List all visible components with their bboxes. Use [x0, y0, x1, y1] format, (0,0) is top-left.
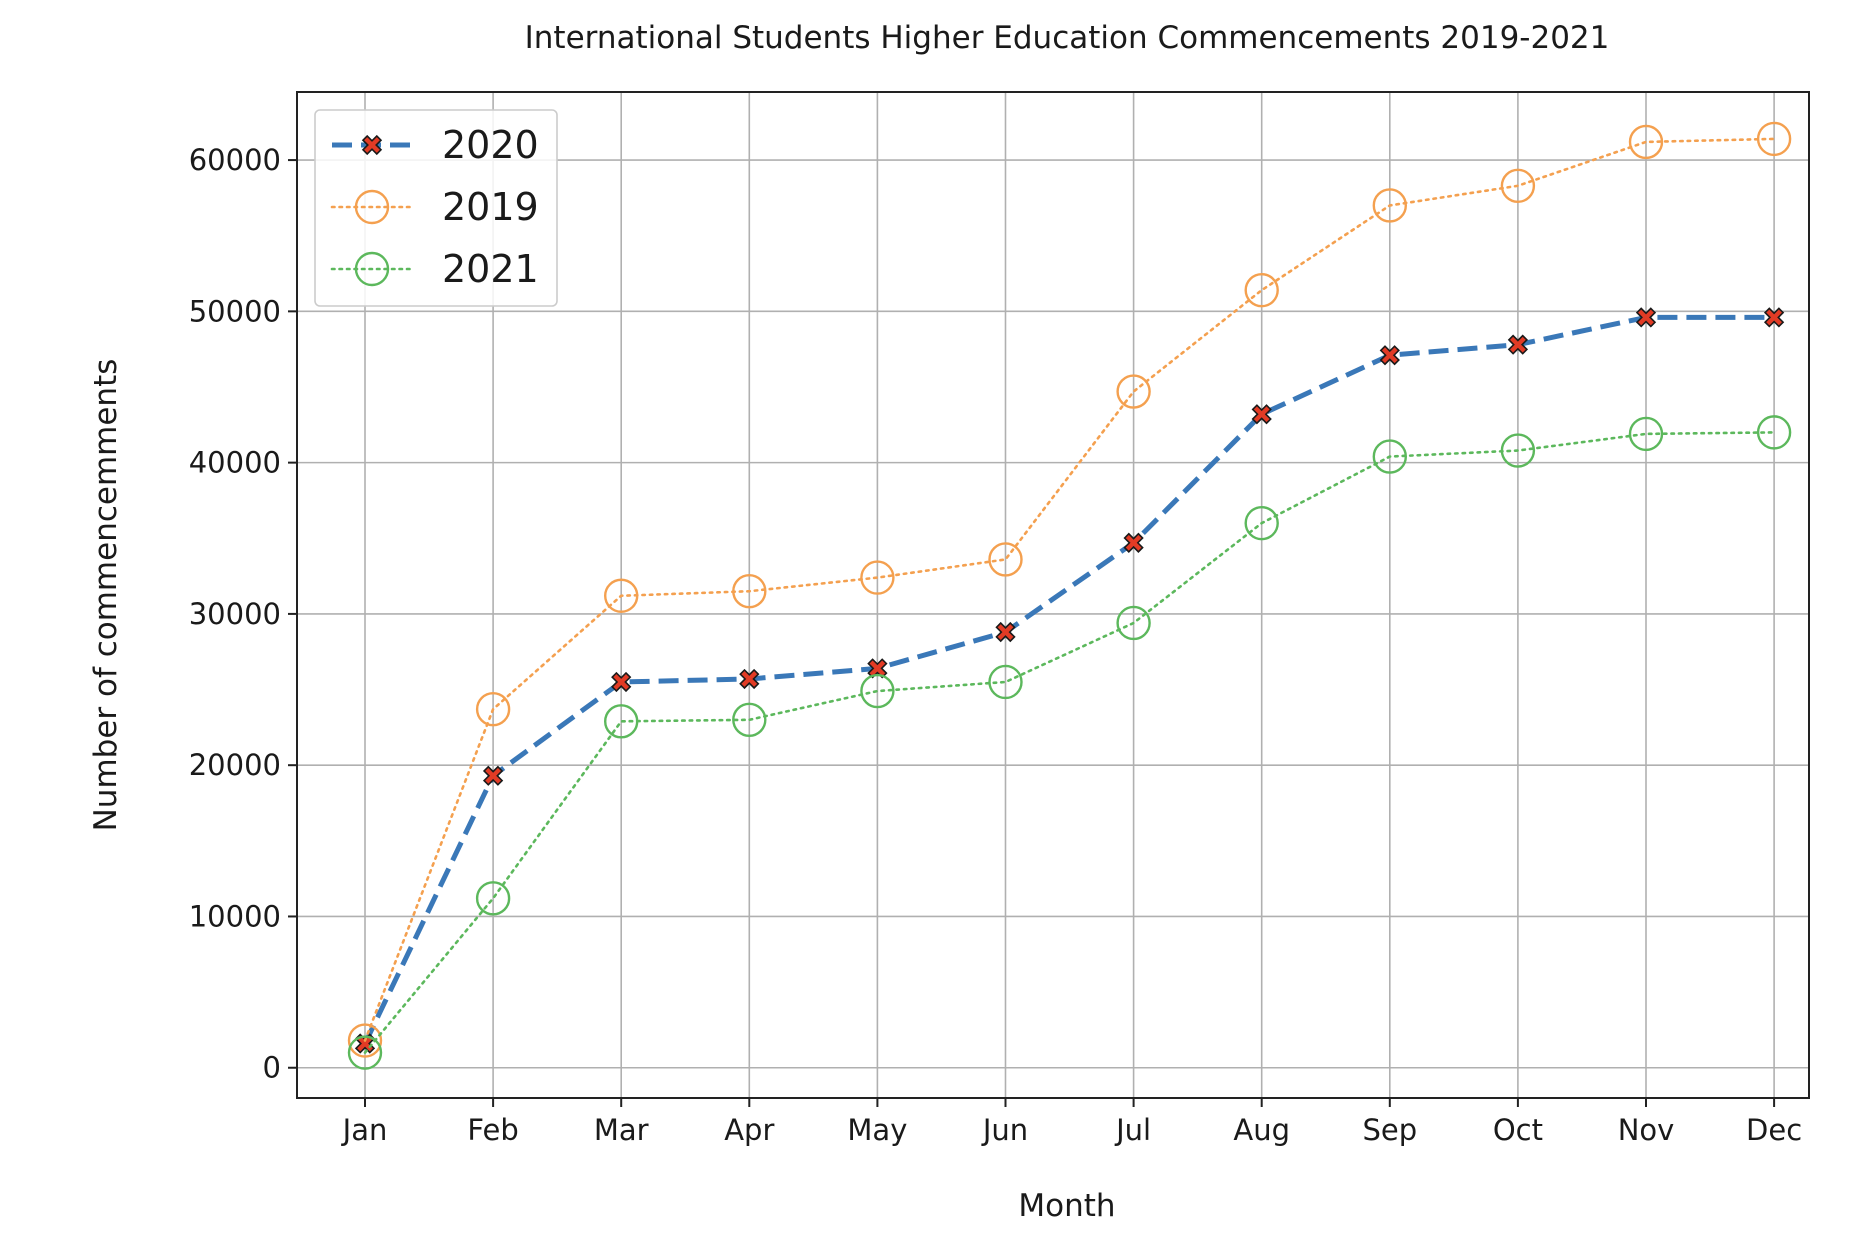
y-tick-label: 0	[263, 1051, 281, 1085]
point-2019	[732, 574, 767, 609]
x-tick-label: Dec	[1746, 1113, 1802, 1147]
x-tick-label: Apr	[724, 1113, 774, 1147]
point-2021	[732, 702, 767, 738]
series-line-2021	[363, 431, 1776, 1054]
series-line-2020	[362, 314, 1775, 1045]
point-2019	[604, 578, 639, 613]
point-2020	[995, 621, 1016, 643]
point-2021	[1244, 505, 1279, 541]
legend-marker-2021	[354, 251, 390, 287]
legend-marker-2019	[354, 189, 390, 225]
point-2019	[1116, 374, 1151, 409]
point-2021	[988, 664, 1023, 700]
legend-marker-2020	[361, 134, 383, 156]
legend: 2020 2019 2021	[314, 109, 558, 307]
point-2020	[1507, 334, 1529, 355]
y-axis-ticks: 0 10000 20000 30000 40000 50000 60000	[189, 143, 297, 1085]
plot-frame	[296, 91, 1810, 1099]
x-tick-label: Oct	[1493, 1113, 1543, 1147]
point-2021	[1756, 415, 1792, 450]
y-tick-label: 20000	[189, 748, 281, 782]
legend-label-2020: 2020	[442, 123, 539, 167]
point-2020	[1379, 345, 1400, 366]
point-2020	[867, 658, 888, 679]
series-2021	[347, 415, 1792, 1070]
x-axis-title: Month	[1018, 1188, 1115, 1224]
point-2019	[475, 692, 511, 727]
point-2020	[739, 668, 760, 690]
y-tick-label: 50000	[189, 294, 281, 328]
point-2019	[860, 560, 895, 595]
x-tick-label: Aug	[1233, 1113, 1290, 1147]
x-tick-label: Jun	[981, 1113, 1028, 1147]
x-tick-label: Feb	[467, 1113, 518, 1147]
y-tick-label: 60000	[189, 143, 281, 177]
y-tick-label: 30000	[189, 597, 281, 631]
point-2020	[611, 671, 632, 693]
point-2021	[860, 673, 895, 709]
point-2020	[482, 765, 504, 786]
series-2020	[354, 307, 1785, 1054]
x-tick-label: Mar	[594, 1113, 649, 1147]
series	[347, 121, 1792, 1070]
x-tick-label: Jul	[1114, 1113, 1151, 1147]
point-2021	[475, 881, 511, 916]
legend-box	[314, 109, 558, 307]
x-tick-label: Jan	[341, 1113, 388, 1147]
x-tick-label: May	[847, 1113, 907, 1147]
legend-label-2019: 2019	[442, 185, 539, 229]
series-line-2019	[363, 137, 1776, 1042]
x-axis-ticks: Jan Feb Mar Apr May Jun Jul Aug Sep Oct Nov Dec	[341, 1098, 1802, 1147]
point-2021	[604, 704, 639, 739]
point-2019	[988, 542, 1023, 577]
point-2020	[1251, 404, 1272, 425]
point-2019	[347, 1023, 383, 1058]
series-2019	[347, 121, 1792, 1058]
legend-item-2019: 2019	[330, 185, 539, 229]
x-tick-label: Sep	[1362, 1113, 1417, 1147]
x-tick-label: Nov	[1618, 1113, 1675, 1147]
point-2021	[1116, 605, 1151, 641]
point-2019	[1628, 124, 1664, 160]
legend-label-2021: 2021	[442, 247, 539, 291]
point-2019	[1372, 188, 1408, 223]
point-2021	[1372, 439, 1408, 474]
chart-title: International Students Higher Education …	[525, 20, 1610, 56]
y-axis-title: Number of commencemments	[88, 359, 124, 832]
grid	[297, 92, 1809, 1098]
point-2019	[1500, 168, 1536, 203]
y-tick-label: 10000	[189, 899, 281, 933]
y-tick-label: 40000	[189, 446, 281, 480]
point-2021	[1628, 416, 1664, 452]
point-2021	[347, 1035, 383, 1070]
point-2019	[1244, 272, 1279, 308]
point-2021	[1500, 433, 1536, 468]
point-2020	[1635, 307, 1657, 328]
point-2019	[1756, 121, 1792, 157]
point-2020	[1123, 532, 1144, 553]
legend-item-2020: 2020	[332, 123, 539, 167]
legend-item-2021: 2021	[330, 247, 539, 291]
point-2020	[1763, 307, 1785, 328]
